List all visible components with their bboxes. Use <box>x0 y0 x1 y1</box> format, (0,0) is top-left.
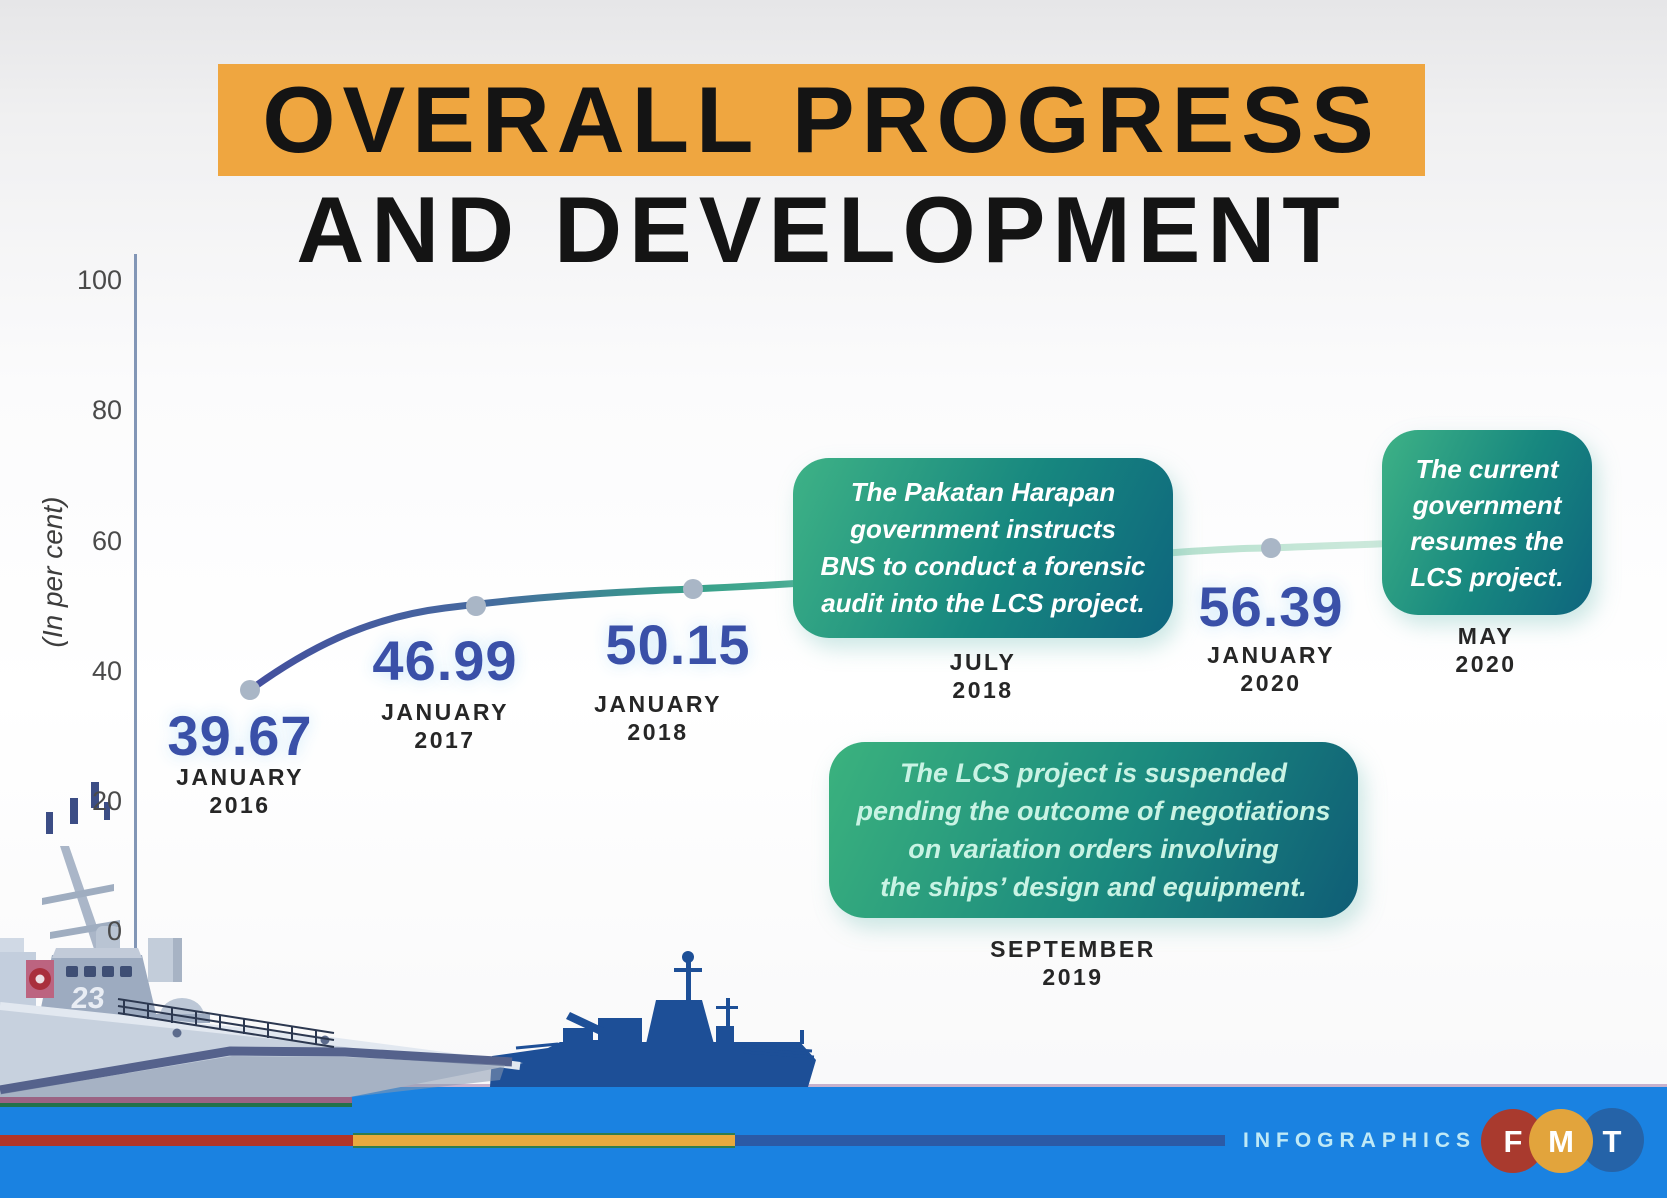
page-title-line1: OVERALL PROGRESS <box>262 67 1381 172</box>
y-tick-0: 0 <box>106 916 122 946</box>
fmt-logo-letter-m: M <box>1548 1124 1574 1159</box>
navy-ship-silhouette <box>490 951 816 1087</box>
y-tick-80: 80 <box>91 395 122 425</box>
callout-may-2020: The current government resumes the LCS p… <box>1382 430 1592 615</box>
callout-september-2019: The LCS project is suspended pending the… <box>829 742 1358 918</box>
date-jan-2016: JANUARY 2016 <box>176 764 304 818</box>
stripe-blue <box>735 1135 1225 1146</box>
brand-infographics-label: INFOGRAPHICS <box>1243 1129 1477 1152</box>
y-tick-20: 20 <box>91 786 122 816</box>
date-jan-2020: JANUARY 2020 <box>1207 642 1335 696</box>
y-axis-unit-label: (In per cent) <box>37 496 68 648</box>
fmt-logo-yellow-circle <box>1529 1109 1593 1173</box>
title-banner: OVERALL PROGRESS <box>218 64 1425 176</box>
data-point-jan-2018 <box>683 579 703 599</box>
value-jan-2018: 50.15 <box>605 613 751 676</box>
data-point-jan-2016 <box>240 680 260 700</box>
value-jan-2020: 56.39 <box>1198 575 1344 638</box>
page-title-line2: AND DEVELOPMENT <box>296 177 1347 282</box>
date-july-2018: JULY 2018 <box>949 649 1017 703</box>
data-point-jan-2020 <box>1261 538 1281 558</box>
y-tick-100: 100 <box>76 265 122 295</box>
date-may-2020: MAY 2020 <box>1455 623 1517 677</box>
page-title-line2-wrap: AND DEVELOPMENT <box>218 176 1425 284</box>
value-jan-2017: 46.99 <box>372 629 518 692</box>
data-point-jan-2017 <box>466 596 486 616</box>
stripe-yellow <box>353 1135 735 1146</box>
fmt-logo-letter-f: F <box>1503 1124 1523 1159</box>
value-jan-2016: 39.67 <box>167 704 313 767</box>
callout-july-2018: The Pakatan Harapan government instructs… <box>793 458 1173 638</box>
y-tick-40: 40 <box>91 656 122 686</box>
y-tick-60: 60 <box>91 526 122 556</box>
y-axis-line <box>134 254 137 1012</box>
stripe-red <box>0 1135 353 1146</box>
date-september-2019: SEPTEMBER 2019 <box>990 936 1156 990</box>
fmt-logo-letter-t: T <box>1602 1124 1622 1159</box>
date-jan-2018: JANUARY 2018 <box>594 691 722 745</box>
ship-hull-number: 23 <box>69 982 107 1015</box>
date-jan-2017: JANUARY 2017 <box>381 699 509 753</box>
